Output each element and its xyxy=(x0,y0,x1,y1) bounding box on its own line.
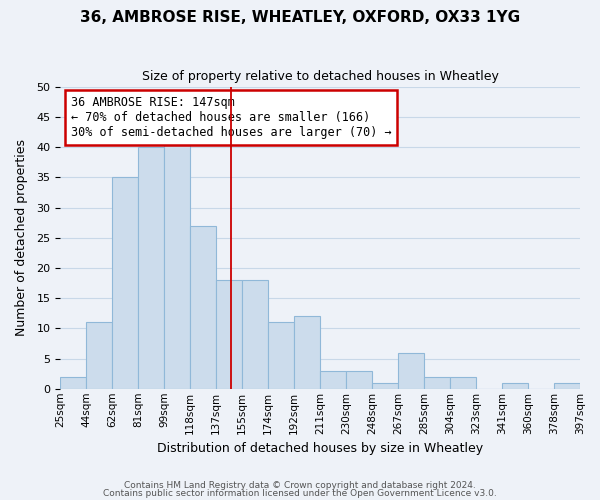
Text: Contains public sector information licensed under the Open Government Licence v3: Contains public sector information licen… xyxy=(103,489,497,498)
Bar xyxy=(138,148,164,389)
Bar xyxy=(190,226,216,389)
Bar xyxy=(424,376,450,389)
Text: 36, AMBROSE RISE, WHEATLEY, OXFORD, OX33 1YG: 36, AMBROSE RISE, WHEATLEY, OXFORD, OX33… xyxy=(80,10,520,25)
Title: Size of property relative to detached houses in Wheatley: Size of property relative to detached ho… xyxy=(142,70,499,83)
Bar xyxy=(554,382,580,389)
Bar xyxy=(502,382,528,389)
Bar xyxy=(294,316,320,389)
Bar xyxy=(112,178,138,389)
Y-axis label: Number of detached properties: Number of detached properties xyxy=(15,140,28,336)
Bar xyxy=(320,370,346,389)
Bar xyxy=(216,280,242,389)
Bar xyxy=(86,322,112,389)
Bar xyxy=(398,352,424,389)
Text: Contains HM Land Registry data © Crown copyright and database right 2024.: Contains HM Land Registry data © Crown c… xyxy=(124,480,476,490)
Bar xyxy=(242,280,268,389)
Bar xyxy=(372,382,398,389)
Bar xyxy=(450,376,476,389)
Bar xyxy=(164,135,190,389)
Text: 36 AMBROSE RISE: 147sqm
← 70% of detached houses are smaller (166)
30% of semi-d: 36 AMBROSE RISE: 147sqm ← 70% of detache… xyxy=(71,96,391,139)
X-axis label: Distribution of detached houses by size in Wheatley: Distribution of detached houses by size … xyxy=(157,442,483,455)
Bar xyxy=(268,322,294,389)
Bar xyxy=(346,370,372,389)
Bar xyxy=(60,376,86,389)
